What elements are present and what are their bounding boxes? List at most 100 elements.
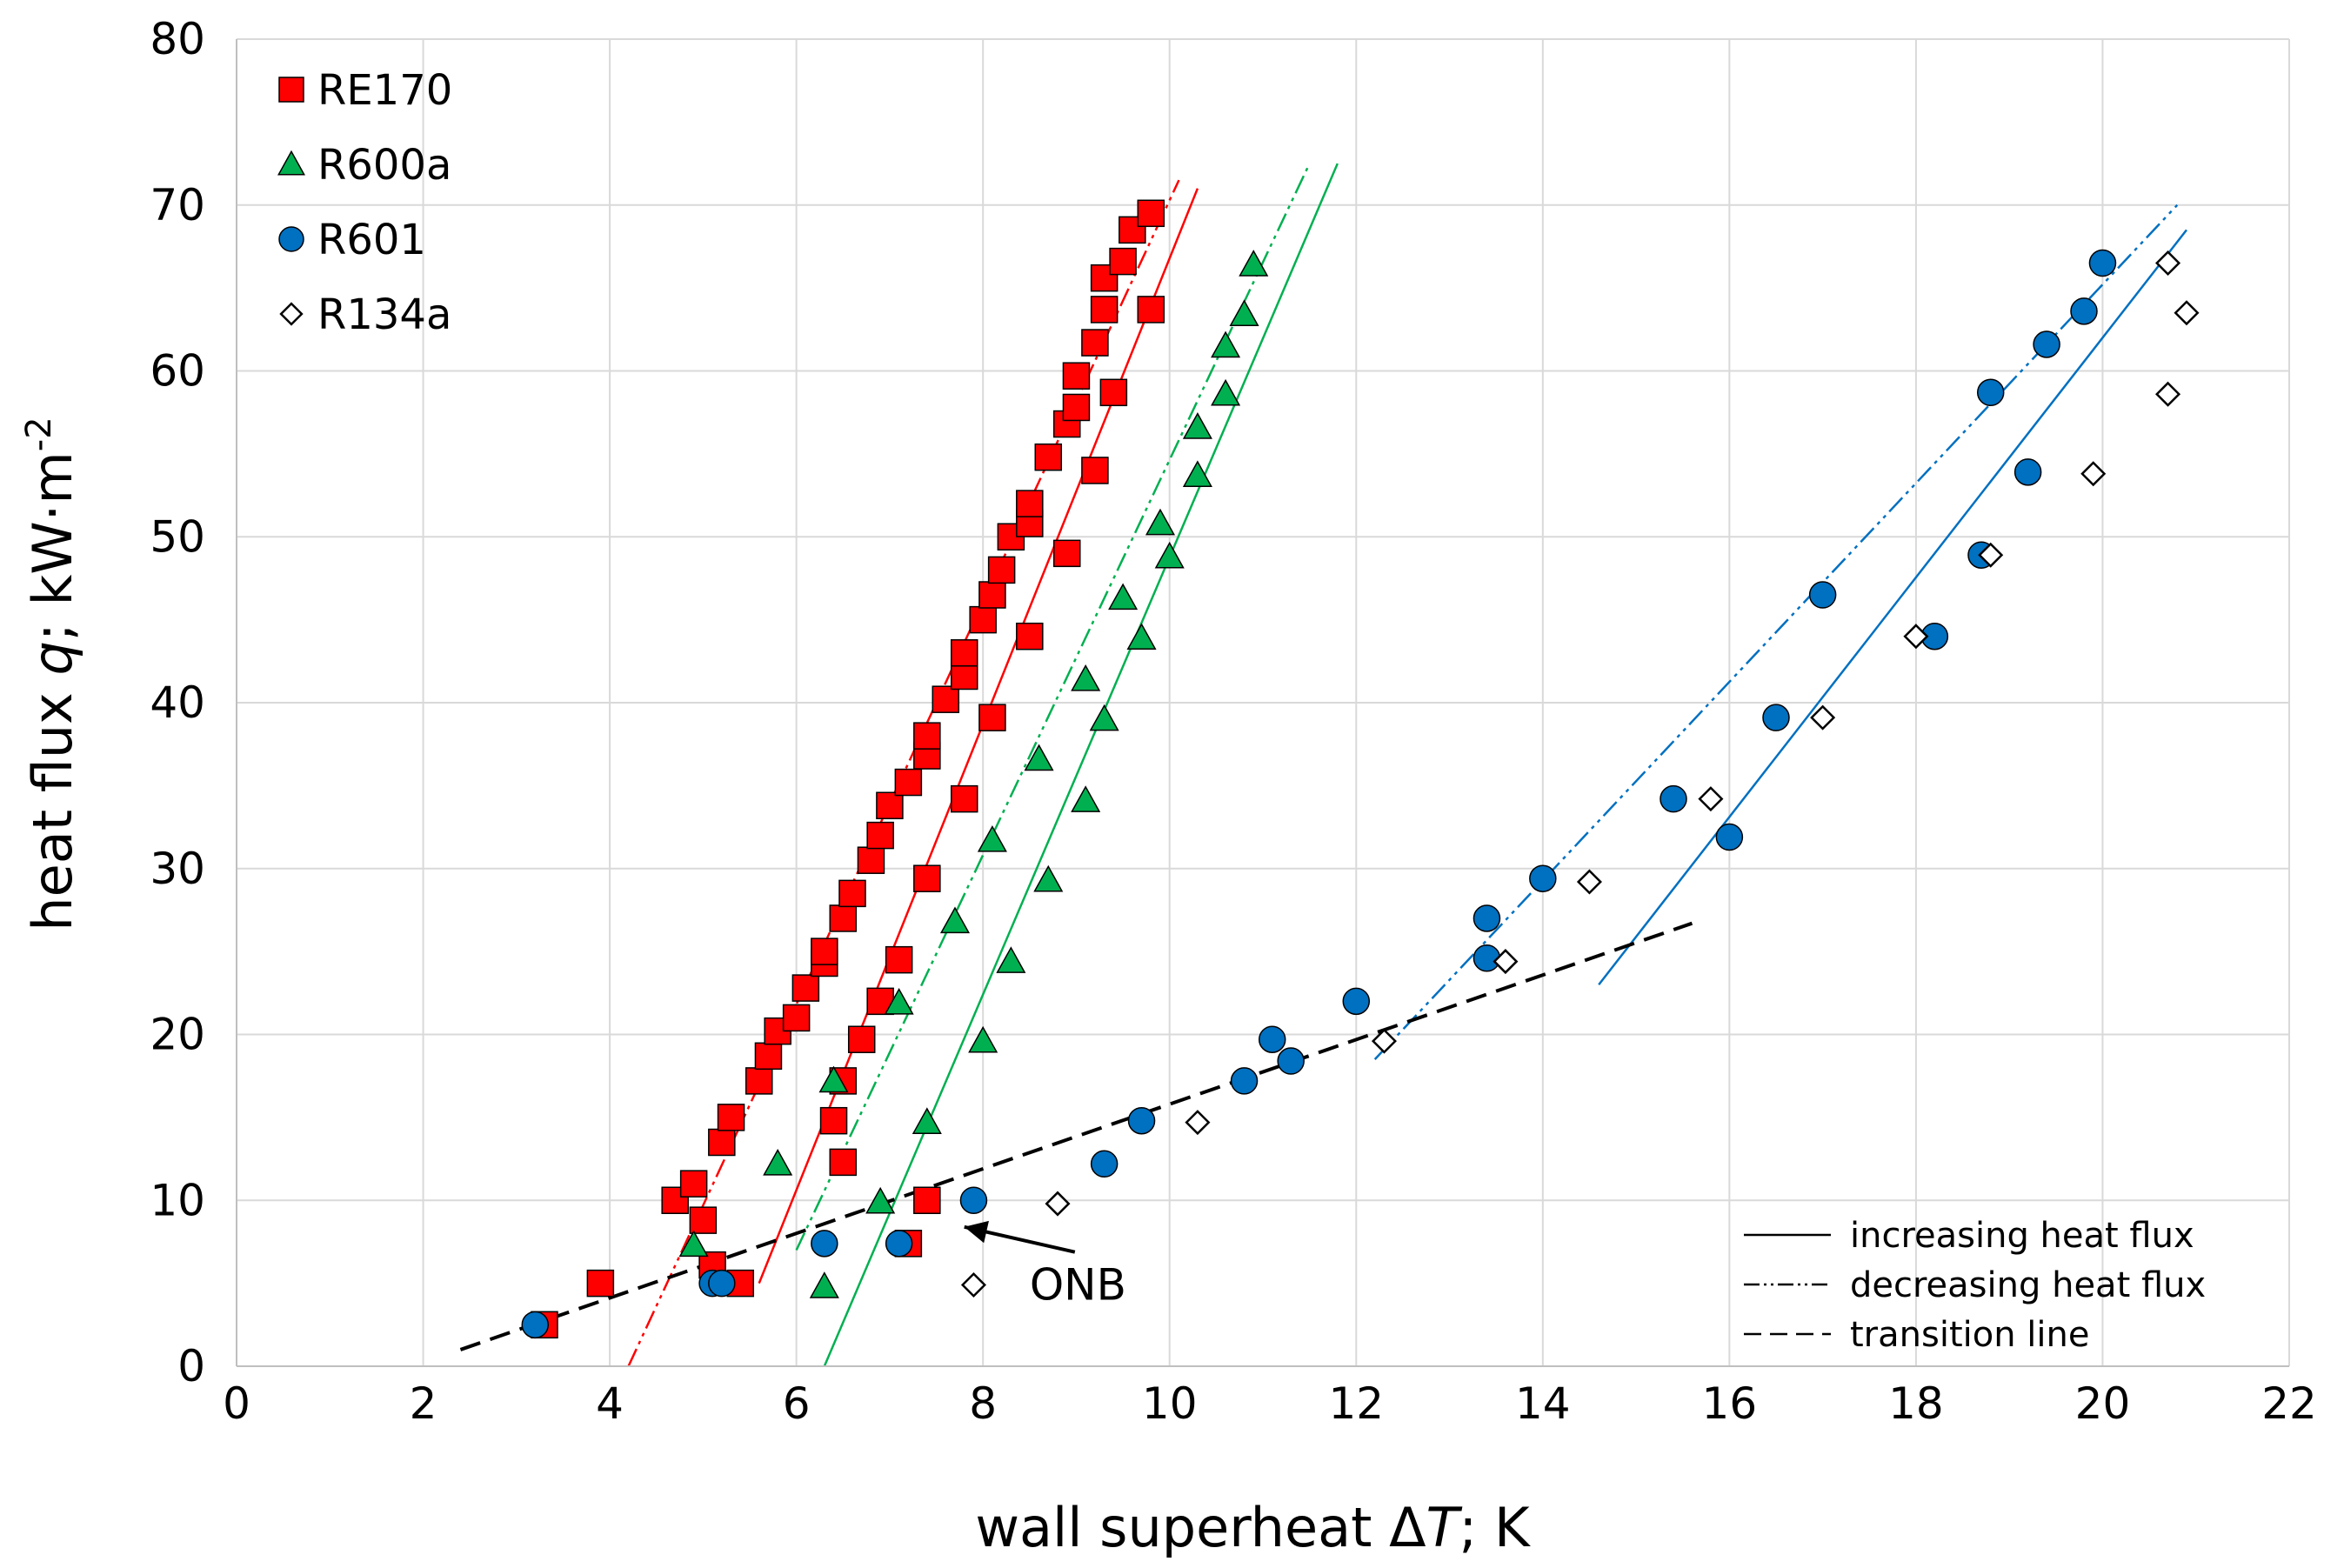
x-tick-label-16: 16: [1702, 1378, 1758, 1429]
line-legend-label-0: increasing heat flux: [1850, 1216, 2194, 1256]
point-r600a-3: [818, 1065, 849, 1093]
point-r600a-13: [1071, 785, 1101, 812]
series-r134a: [960, 250, 2200, 1298]
point-r601-25: [2088, 249, 2117, 277]
point-re170-3: [679, 1170, 708, 1198]
point-r134a-12: [2174, 300, 2200, 326]
point-re170-27: [969, 605, 997, 634]
point-re170-36: [1062, 362, 1091, 390]
point-re170-44: [1099, 378, 1128, 407]
point-r601-15: [1659, 784, 1687, 813]
point-r600a-8: [968, 1025, 998, 1053]
legend-marker-r601: [278, 226, 304, 252]
point-r134a-4: [1493, 949, 1519, 975]
point-r600a-23: [1211, 330, 1241, 358]
point-r134a-3: [1371, 1028, 1397, 1054]
x-tick-label-2: 2: [410, 1378, 437, 1429]
point-r601-14: [1529, 864, 1557, 892]
y-axis-title: heat flux q; kW·m-2: [19, 417, 84, 931]
axes: [236, 39, 2289, 1367]
point-r134a-1: [1045, 1191, 1071, 1217]
point-r601-7: [1127, 1106, 1156, 1135]
onb-annotation: ONB: [964, 1220, 1126, 1311]
y-tick-label-30: 30: [150, 844, 205, 894]
point-re170-21: [894, 768, 923, 797]
point-r600a-1: [763, 1148, 793, 1176]
point-r601-10: [1277, 1047, 1305, 1075]
point-r601-21: [1976, 378, 2005, 407]
y-tick-label-40: 40: [150, 677, 205, 728]
point-re170-50: [913, 864, 941, 892]
point-re170-13: [791, 974, 820, 1002]
series-r601: [521, 249, 2117, 1339]
point-re170-32: [1016, 490, 1044, 517]
y-tick-label-50: 50: [150, 511, 205, 562]
point-re170-33: [1034, 443, 1063, 471]
x-tick-label-20: 20: [2075, 1378, 2131, 1429]
point-re170-20: [876, 791, 904, 820]
point-r601-18: [1808, 581, 1837, 609]
point-r600a-25: [1239, 250, 1269, 277]
series-legend: RE170 R600a R601 R134a: [277, 66, 452, 339]
point-r600a-11: [1024, 744, 1054, 771]
point-re170-46: [1052, 539, 1081, 568]
x-tick-label-8: 8: [969, 1378, 997, 1429]
point-re170-48: [978, 704, 1006, 731]
point-re170-24: [932, 685, 960, 713]
point-r601-12: [1473, 944, 1501, 972]
point-re170-57: [913, 1186, 941, 1214]
point-re170-23: [913, 722, 941, 750]
point-r600a-14: [1071, 664, 1101, 691]
point-r601-23: [2033, 330, 2060, 358]
point-r600a-17: [1126, 623, 1157, 650]
point-r600a-21: [1182, 412, 1212, 439]
point-re170-28: [978, 581, 1006, 609]
legend-label-r600a: R600a: [317, 141, 451, 190]
point-r134a-7: [1810, 704, 1836, 731]
point-re170-4: [689, 1206, 718, 1234]
point-r601-3: [811, 1230, 838, 1258]
point-r601-0: [521, 1311, 550, 1339]
point-r601-22: [2013, 458, 2042, 486]
series-re170: [531, 199, 1165, 1339]
point-re170-16: [829, 904, 858, 932]
point-r600a-12: [1033, 864, 1064, 892]
trend-line-re170-increasing-heat-flux: [758, 188, 1199, 1284]
point-r134a-6: [1698, 786, 1724, 812]
point-r600a-16: [1108, 583, 1139, 611]
x-tick-label-6: 6: [783, 1378, 811, 1429]
point-re170-49: [950, 784, 978, 813]
point-re170-25: [950, 662, 978, 691]
point-re170-7: [717, 1104, 745, 1131]
y-tick-label-70: 70: [150, 180, 205, 230]
point-r601-11: [1342, 987, 1371, 1016]
x-tick-label-22: 22: [2261, 1378, 2317, 1429]
line-legend-label-2: transition line: [1850, 1315, 2089, 1355]
point-r601-16: [1715, 823, 1744, 851]
point-r134a-2: [1185, 1110, 1211, 1136]
y-tick-label-0: 0: [177, 1341, 205, 1391]
legend-label-re170: RE170: [317, 66, 452, 115]
legend-label-r601: R601: [317, 216, 426, 264]
point-r600a-22: [1211, 378, 1241, 406]
point-re170-10: [754, 1042, 783, 1071]
point-r134a-0: [960, 1272, 986, 1298]
point-r601-6: [1090, 1150, 1119, 1178]
x-tick-label-14: 14: [1515, 1378, 1571, 1429]
point-r134a-9: [1978, 542, 2004, 568]
point-r134a-10: [2080, 461, 2107, 487]
point-re170-15: [811, 937, 838, 965]
point-re170-12: [782, 1004, 811, 1032]
point-r600a-2: [809, 1271, 839, 1298]
point-re170-56: [829, 1148, 858, 1177]
series-r600a: [678, 250, 1269, 1298]
point-r600a-24: [1229, 299, 1259, 326]
y-tick-label-80: 80: [150, 14, 205, 64]
point-r600a-7: [939, 906, 971, 934]
point-re170-19: [866, 821, 894, 850]
point-re170-29: [987, 556, 1016, 584]
annotation-label-0: ONB: [1030, 1260, 1126, 1311]
line-style-legend: increasing heat flux decreasing heat flux…: [1744, 1216, 2206, 1355]
trend-line-r600a-decreasing-heat-flux: [795, 163, 1311, 1251]
